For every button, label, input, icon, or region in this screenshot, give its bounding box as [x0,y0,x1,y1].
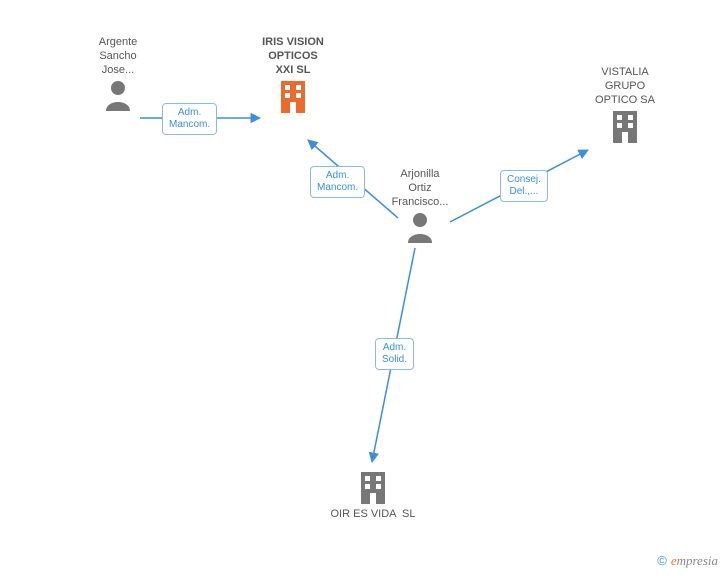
brand-rest: mpresia [677,553,718,568]
node-oir-label: OIR ES VIDA SL [303,508,443,522]
edge-label-arjonilla-vistalia: Consej. Del.,... [500,170,548,202]
building-icon [303,470,443,504]
edge-label-arjonilla-oir: Adm. Solid. [375,338,414,370]
person-icon [370,211,470,243]
node-iris: IRIS VISION OPTICOS XXI SL [238,36,348,113]
edge-label-argente-iris: Adm. Mancom. [162,103,217,135]
node-oir: OIR ES VIDA SL [303,468,443,522]
node-arjonilla-label: Arjonilla Ortiz Francisco... [370,168,470,209]
building-icon [565,109,685,143]
node-arjonilla: Arjonilla Ortiz Francisco... [370,168,470,243]
copyright-symbol: © [657,553,667,568]
node-iris-label: IRIS VISION OPTICOS XXI SL [238,36,348,77]
node-vistalia-label: VISTALIA GRUPO OPTICO SA [565,66,685,107]
diagram-canvas: Argente Sancho Jose... IRIS VISION OPTIC… [0,0,728,575]
node-vistalia: VISTALIA GRUPO OPTICO SA [565,66,685,143]
node-argente: Argente Sancho Jose... [78,36,158,111]
building-icon [238,79,348,113]
footer-brand: ©empresia [657,553,718,569]
person-icon [78,79,158,111]
edge-label-arjonilla-iris: Adm. Mancom. [310,166,365,198]
node-argente-label: Argente Sancho Jose... [78,36,158,77]
